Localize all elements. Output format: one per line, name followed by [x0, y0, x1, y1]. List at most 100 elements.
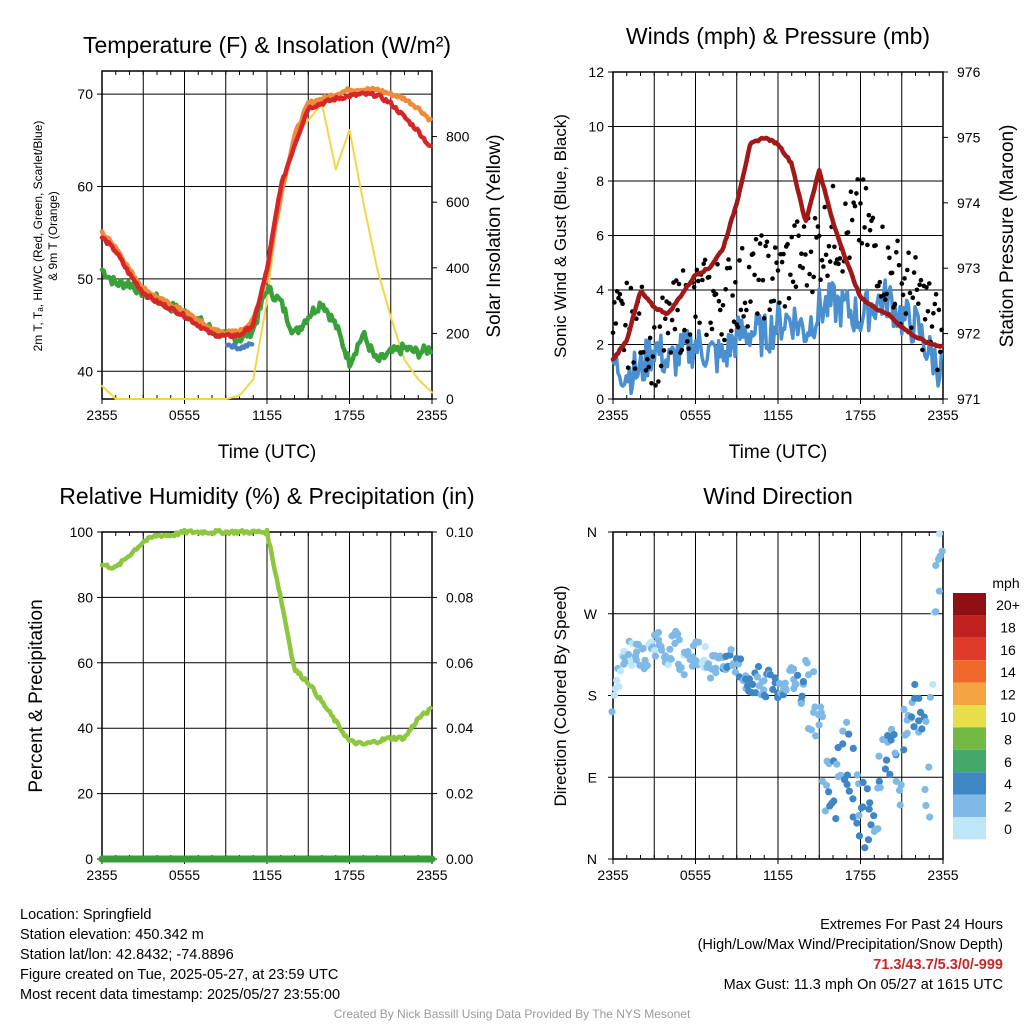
- direction-point: [792, 680, 800, 688]
- gust-point: [859, 241, 865, 246]
- gust-point: [745, 324, 750, 329]
- y-tick-label: 8: [596, 173, 604, 189]
- gust-point: [728, 328, 734, 334]
- direction-point: [830, 797, 838, 805]
- gust-point: [911, 270, 917, 275]
- direction-point: [926, 693, 935, 701]
- direction-point: [853, 771, 862, 779]
- y2-tick-label: 600: [446, 194, 470, 210]
- legend-title: mph: [992, 575, 1019, 591]
- gust-point: [918, 277, 924, 283]
- gust-point: [840, 269, 845, 274]
- direction-point: [845, 787, 853, 795]
- direction-point: [922, 801, 930, 810]
- gust-point: [641, 350, 646, 355]
- direction-point: [866, 799, 874, 807]
- direction-point: [818, 713, 827, 721]
- gust-point: [845, 230, 851, 235]
- y-tick-label: S: [588, 688, 597, 704]
- gust-point: [738, 307, 744, 313]
- gust-point: [639, 284, 645, 290]
- recent-timestamp: Most recent data timestamp: 2025/05/27 2…: [20, 987, 341, 1003]
- gust-point: [649, 381, 654, 386]
- y2-tick-label: 976: [957, 64, 981, 80]
- y2-tick-label: 971: [957, 391, 981, 407]
- gust-point: [739, 246, 745, 251]
- gust-point: [711, 288, 716, 294]
- gust-point: [812, 216, 818, 221]
- x-tick-label: 2355: [927, 407, 958, 423]
- gust-point: [694, 267, 700, 273]
- direction-point: [865, 805, 873, 813]
- y-tick-label: 60: [77, 655, 93, 671]
- direction-point: [929, 680, 937, 689]
- direction-point: [674, 630, 682, 638]
- gust-point: [723, 287, 728, 292]
- gust-point: [899, 281, 905, 286]
- x-tick-label: 2355: [927, 867, 958, 883]
- gust-point: [753, 237, 759, 242]
- legend-swatch: [953, 593, 986, 616]
- gust-point: [617, 291, 623, 297]
- gust-point: [676, 281, 682, 287]
- gust-point: [803, 252, 808, 257]
- x-tick-label: 2355: [597, 407, 628, 423]
- y2-tick-label: 0: [446, 391, 454, 407]
- direction-point: [657, 646, 666, 654]
- direction-point: [613, 676, 621, 684]
- wc-line: [225, 341, 255, 352]
- direction-point: [859, 778, 867, 787]
- gust-point: [672, 326, 678, 332]
- gust-point: [807, 271, 812, 277]
- gust-point: [742, 300, 748, 306]
- direction-point: [822, 781, 831, 789]
- gust-point: [848, 189, 854, 194]
- direction-point: [825, 788, 833, 796]
- credit-line: Created By Nick Bassill Using Data Provi…: [333, 1007, 691, 1021]
- x-tick-label: 0555: [680, 867, 711, 883]
- gust-point: [760, 277, 766, 283]
- direction-point: [632, 656, 641, 664]
- gust-point: [748, 299, 753, 304]
- gust-point: [808, 249, 814, 255]
- gust-point: [660, 295, 665, 301]
- gust-point: [713, 291, 719, 297]
- direction-point: [803, 659, 811, 667]
- direction-point: [790, 665, 798, 673]
- gust-point: [910, 295, 916, 301]
- gust-point: [889, 270, 895, 276]
- legend-label: 8: [1004, 731, 1012, 747]
- rh-title: Relative Humidity (%) & Precipitation (i…: [59, 483, 474, 509]
- wind-ylabel-left: Sonic Wind & Gust (Blue, Black): [551, 114, 570, 358]
- direction-point: [782, 686, 790, 694]
- gust-point: [679, 347, 685, 353]
- gust-point: [876, 283, 881, 289]
- y-tick-label: 40: [77, 363, 93, 379]
- y-tick-label: 0: [596, 391, 604, 407]
- gust-point: [938, 349, 943, 355]
- direction-point: [812, 732, 820, 740]
- y-tick-label: 2: [596, 337, 604, 353]
- gust-point: [790, 279, 796, 285]
- rh-plot-area: 2355 0555 1155 1755 23550204060801000.000.02…: [70, 524, 474, 883]
- gust-point: [873, 243, 878, 248]
- gust-point: [894, 250, 899, 255]
- direction-point: [762, 693, 770, 701]
- gust-point: [770, 276, 775, 281]
- legend-swatch: [953, 637, 986, 661]
- gust-point: [726, 257, 731, 262]
- gust-point: [785, 242, 790, 247]
- gust-point: [936, 307, 942, 313]
- x-tick-label: 1755: [334, 867, 365, 883]
- temp-plot-area: 2355 0555 1155 1755 2355 40 50 60 70 0 200 400 600 80…: [77, 70, 470, 423]
- direction-point: [843, 780, 851, 789]
- y2-tick-label: 0.06: [446, 655, 473, 671]
- gust-point: [913, 255, 918, 260]
- gust-point: [920, 347, 925, 353]
- wind-title: Winds (mph) & Pressure (mb): [626, 23, 930, 49]
- gust-point: [855, 177, 860, 182]
- gust-point: [744, 307, 749, 313]
- extremes-values: 71.3/43.7/5.3/0/-999: [873, 957, 1003, 973]
- direction-point: [751, 689, 760, 697]
- legend-label: 6: [1004, 754, 1012, 770]
